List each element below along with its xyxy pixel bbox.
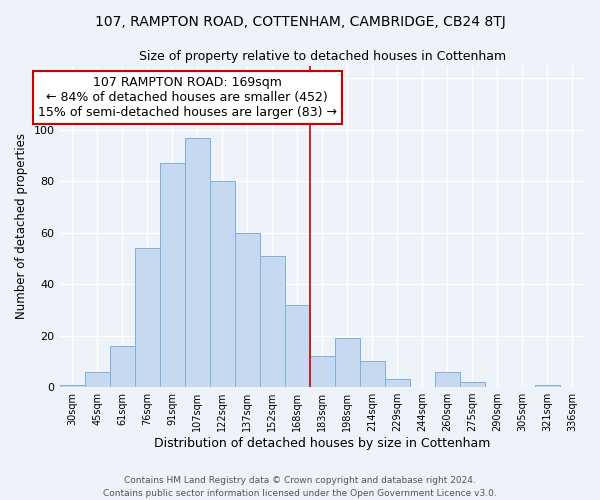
Bar: [360, 362, 385, 387]
Bar: [160, 164, 185, 387]
Text: 107, RAMPTON ROAD, COTTENHAM, CAMBRIDGE, CB24 8TJ: 107, RAMPTON ROAD, COTTENHAM, CAMBRIDGE,…: [95, 15, 505, 29]
X-axis label: Distribution of detached houses by size in Cottenham: Distribution of detached houses by size …: [154, 437, 490, 450]
Bar: [59, 384, 85, 387]
Bar: [209, 182, 235, 387]
Bar: [110, 346, 134, 387]
Bar: [310, 356, 335, 387]
Text: 107 RAMPTON ROAD: 169sqm
← 84% of detached houses are smaller (452)
15% of semi-: 107 RAMPTON ROAD: 169sqm ← 84% of detach…: [38, 76, 337, 119]
Bar: [285, 305, 310, 387]
Bar: [260, 256, 285, 387]
Title: Size of property relative to detached houses in Cottenham: Size of property relative to detached ho…: [139, 50, 506, 63]
Bar: [134, 248, 160, 387]
Bar: [535, 384, 560, 387]
Bar: [85, 372, 110, 387]
Y-axis label: Number of detached properties: Number of detached properties: [15, 134, 28, 320]
Bar: [185, 138, 209, 387]
Bar: [385, 380, 410, 387]
Text: Contains HM Land Registry data © Crown copyright and database right 2024.
Contai: Contains HM Land Registry data © Crown c…: [103, 476, 497, 498]
Bar: [460, 382, 485, 387]
Bar: [235, 233, 260, 387]
Bar: [435, 372, 460, 387]
Bar: [335, 338, 360, 387]
